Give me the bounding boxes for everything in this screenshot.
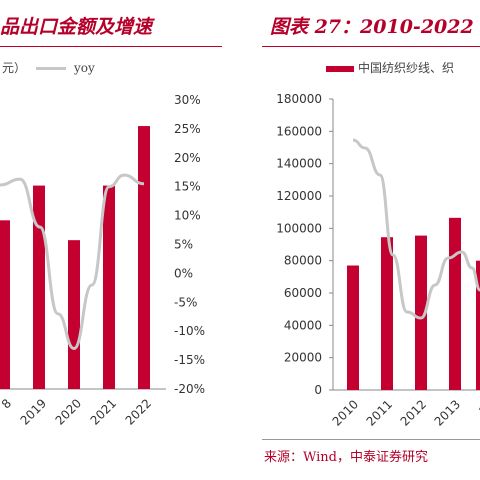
- left-bar: [33, 185, 45, 389]
- legend-line-swatch: [36, 67, 67, 70]
- left-y2-tick-label: -5%: [174, 295, 197, 309]
- source-rule: [262, 439, 480, 440]
- left-x-tick-label: 2021: [88, 396, 119, 427]
- source-note: 来源：Wind，中泰证券研究: [264, 450, 428, 465]
- right-bar: [381, 237, 393, 390]
- legend-bar-swatch: [326, 65, 354, 72]
- left-y2-tick-label: 15%: [174, 180, 201, 194]
- right-title-rule: [262, 46, 480, 47]
- left-x-tick-label: 2020: [53, 396, 84, 427]
- right-bar: [415, 235, 427, 390]
- left-bar: [138, 126, 150, 389]
- right-y-tick-label: 120000: [276, 189, 322, 203]
- right-legend: 中国纺织纱线、织: [326, 59, 454, 76]
- left-y2-tick-label: 0%: [174, 266, 193, 280]
- left-legend-prefix: 元）: [2, 61, 27, 75]
- left-x-tick-label: 8: [0, 396, 14, 411]
- left-x-tick-label: 2019: [18, 396, 49, 427]
- left-y2-tick-label: 10%: [174, 209, 201, 223]
- left-bar: [68, 240, 80, 389]
- right-x-tick-label: 2010: [330, 397, 361, 428]
- left-bar: [103, 185, 115, 389]
- right-x-tick-label: 2012: [398, 397, 429, 428]
- right-bar: [449, 217, 461, 390]
- right-y-tick-label: 160000: [276, 124, 322, 138]
- right-chart-title: 图表 27：2010-2022: [270, 16, 474, 38]
- left-x-tick-label: 2022: [123, 396, 154, 427]
- right-yoy-line: [352, 138, 480, 320]
- left-yoy-line: [0, 173, 145, 351]
- left-title-rule: [0, 46, 222, 47]
- left-y2-tick-label: 5%: [174, 238, 193, 252]
- right-x-tick-label: 2011: [364, 397, 395, 428]
- right-y-tick-label: 100000: [276, 221, 322, 235]
- right-y-tick-label: 0: [314, 383, 322, 397]
- right-bar: [347, 265, 359, 390]
- left-y2-tick-label: -20%: [174, 382, 205, 396]
- right-x-tick-label: 2013: [432, 397, 463, 428]
- left-legend: 元） yoy: [2, 59, 95, 76]
- right-y-tick-label: 60000: [284, 286, 322, 300]
- left-chart-title: 品出口金额及增速: [0, 16, 153, 38]
- right-legend-bar-label: 中国纺织纱线、织: [358, 61, 455, 75]
- right-x-tick-label: 20: [476, 397, 480, 418]
- right-bar-partial: [476, 260, 480, 390]
- right-y-tick-label: 80000: [284, 254, 322, 268]
- left-y2-tick-label: -10%: [174, 324, 205, 338]
- right-y-tick-label: 180000: [276, 92, 322, 106]
- right-y-tick-label: 140000: [276, 157, 322, 171]
- right-y-tick-label: 40000: [284, 318, 322, 332]
- left-y2-tick-label: 25%: [174, 122, 201, 136]
- left-bar: [0, 220, 10, 389]
- left-y2-tick-label: -15%: [174, 353, 205, 367]
- left-y2-tick-label: 30%: [174, 93, 201, 107]
- right-y-tick-label: 20000: [284, 351, 322, 365]
- left-legend-line-label: yoy: [74, 61, 95, 75]
- left-y2-tick-label: 20%: [174, 151, 201, 165]
